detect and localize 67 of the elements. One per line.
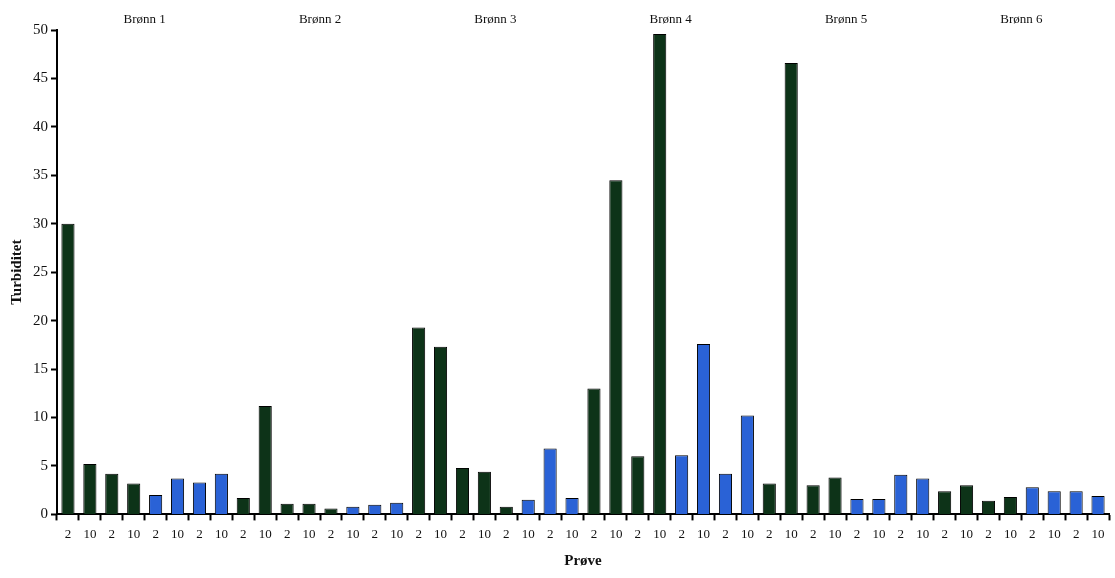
x-tick-label: 10 bbox=[697, 525, 711, 541]
y-tick-label: 45 bbox=[33, 69, 48, 86]
text: Brønn 4 bbox=[649, 11, 693, 27]
x-tick-label: 10 bbox=[434, 525, 448, 541]
x-tick-label: 10 bbox=[214, 525, 228, 541]
x-tick-label: 2 bbox=[941, 525, 948, 541]
x-tick-label: 10 bbox=[390, 525, 404, 541]
x-tick-label: 10 bbox=[127, 525, 141, 541]
x-tick-label: 10 bbox=[565, 525, 579, 541]
x-tick-label: 10 bbox=[740, 525, 754, 541]
x-tick-label: 2 bbox=[283, 525, 291, 541]
x-tick-label: 2 bbox=[371, 525, 379, 541]
x-tick-label: 10 bbox=[960, 525, 974, 541]
x-tick-label: 2 bbox=[985, 525, 992, 541]
x-tick-label: 2 bbox=[722, 525, 729, 541]
x-tick-label: 2 bbox=[503, 525, 510, 541]
x-tick-label: 10 bbox=[171, 525, 185, 541]
x-tick-label: 2 bbox=[766, 525, 773, 541]
x-tick-label: 10 bbox=[83, 525, 97, 541]
y-axis-title: Turbiditet bbox=[7, 239, 24, 305]
y-tick-label: 40 bbox=[33, 117, 48, 134]
y-tick-label: 25 bbox=[33, 263, 48, 280]
y-tick-label: 30 bbox=[33, 214, 48, 231]
text: Brønn 6 bbox=[1000, 11, 1043, 27]
x-tick-label: 2 bbox=[678, 525, 685, 541]
x-tick-label: 10 bbox=[521, 525, 535, 541]
x-tick-label: 2 bbox=[108, 525, 116, 541]
y-tick-label: 0 bbox=[40, 505, 48, 522]
x-tick-label: 10 bbox=[258, 525, 272, 541]
x-tick-label: 2 bbox=[240, 525, 247, 541]
x-tick-label: 10 bbox=[346, 525, 360, 541]
x-tick-label: 2 bbox=[809, 525, 817, 541]
x-tick-label: 2 bbox=[1029, 525, 1036, 541]
x-tick-label: 2 bbox=[152, 525, 159, 541]
y-tick-label: 15 bbox=[33, 360, 48, 377]
y-tick-label: 35 bbox=[33, 166, 48, 183]
x-axis-title: Prøve bbox=[564, 551, 603, 568]
x-tick-label: 10 bbox=[916, 525, 930, 541]
y-tick-label: 20 bbox=[33, 311, 48, 328]
x-tick-label: 10 bbox=[302, 525, 316, 541]
text: Brønn 3 bbox=[474, 11, 517, 27]
x-tick-label: 2 bbox=[196, 525, 203, 541]
text: Brønn 2 bbox=[298, 11, 342, 27]
x-tick-label: 2 bbox=[64, 525, 72, 541]
text: Brønn 1 bbox=[123, 11, 166, 27]
x-tick-label: 10 bbox=[609, 525, 623, 541]
y-tick-label: 50 bbox=[33, 20, 48, 37]
x-tick-label: 10 bbox=[477, 525, 491, 541]
x-tick-label: 10 bbox=[1003, 525, 1017, 541]
x-tick-label: 10 bbox=[872, 525, 886, 541]
x-tick-label: 2 bbox=[853, 525, 861, 541]
y-tick-label: 10 bbox=[33, 408, 48, 425]
x-tick-label: 10 bbox=[1091, 525, 1105, 541]
x-tick-label: 2 bbox=[590, 525, 598, 541]
x-tick-label: 2 bbox=[327, 525, 335, 541]
y-tick-label: 5 bbox=[40, 456, 48, 473]
x-tick-label: 2 bbox=[634, 525, 642, 541]
x-tick-label: 10 bbox=[828, 525, 842, 541]
x-tick-label: 2 bbox=[459, 525, 466, 541]
x-tick-label: 10 bbox=[653, 525, 667, 541]
x-tick-label: 10 bbox=[1047, 525, 1061, 541]
x-tick-label: 2 bbox=[897, 525, 905, 541]
x-tick-label: 2 bbox=[415, 525, 422, 541]
x-tick-label: 10 bbox=[784, 525, 798, 541]
text: Brønn 5 bbox=[824, 11, 868, 27]
x-tick-label: 2 bbox=[546, 525, 554, 541]
x-tick-label: 2 bbox=[1072, 525, 1080, 541]
